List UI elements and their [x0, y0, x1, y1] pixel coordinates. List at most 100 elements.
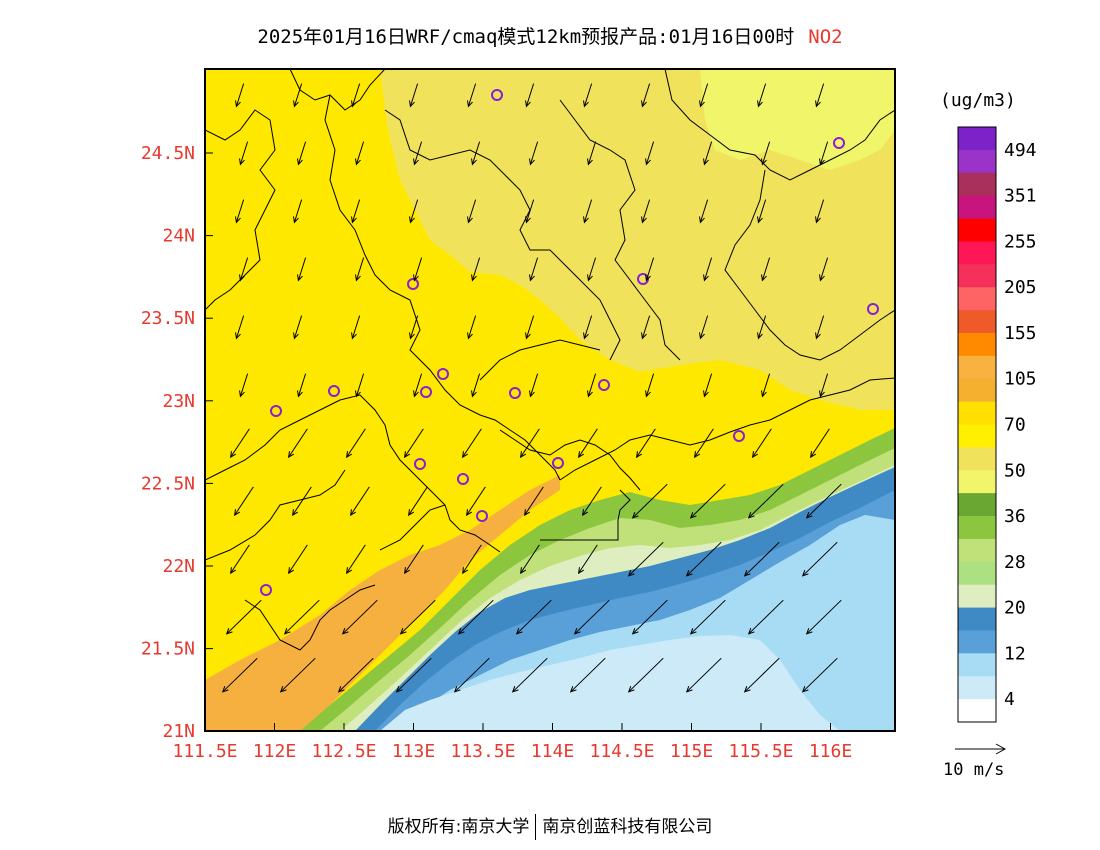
y-tick-label: 21.5N — [141, 639, 195, 660]
y-tick-label: 24N — [162, 226, 195, 247]
wind-arrow — [350, 486, 370, 517]
wind-arrow — [337, 657, 374, 693]
copyright-footer: 版权所有:南京大学 南京创蓝科技有限公司 — [0, 812, 1100, 840]
wind-arrow — [351, 83, 361, 108]
colorbar-swatch — [958, 561, 996, 586]
station-marker — [867, 303, 879, 315]
colorbar-swatch — [958, 493, 996, 517]
wind-arrow — [235, 83, 245, 108]
station-marker — [260, 584, 272, 596]
wind-arrow — [685, 657, 722, 693]
colorbar-swatch — [958, 378, 996, 403]
wind-vectors — [221, 83, 842, 693]
wind-arrow — [235, 199, 245, 224]
x-axis: 111.5E 112E 112.5E 113E 113.5E 114E 114.5E 115E… — [172, 723, 852, 762]
x-tick-label: 114E — [531, 741, 574, 762]
y-tick-label: 24.5N — [141, 143, 195, 164]
wind-arrow — [524, 486, 544, 517]
wind-arrow — [636, 428, 656, 459]
wind-arrow — [297, 373, 307, 398]
wind-arrow — [529, 141, 539, 166]
colorbar-label: 70 — [1004, 415, 1026, 436]
colorbar-swatch — [958, 241, 996, 265]
wind-arrow — [587, 373, 597, 398]
y-tick-label: 22N — [162, 556, 195, 577]
station-marker — [476, 510, 488, 522]
wind-arrow — [404, 544, 424, 575]
x-tick-label: 113E — [392, 741, 435, 762]
wind-arrow — [819, 373, 829, 398]
wind-arrow — [288, 428, 308, 459]
wind-arrow — [520, 544, 540, 575]
station-marker — [598, 379, 610, 391]
wind-arrow — [761, 257, 771, 282]
wind-arrow — [641, 315, 651, 340]
wind-arrow — [404, 428, 424, 459]
wind-arrow — [699, 315, 709, 340]
station-marker — [328, 385, 340, 397]
wind-arrow — [743, 657, 780, 693]
station-marker — [833, 137, 845, 149]
wind-arrow — [815, 199, 825, 224]
wind-arrow — [529, 257, 539, 282]
x-tick-label: 116E — [809, 741, 852, 762]
colorbar-swatch — [958, 470, 996, 494]
wind-arrow — [801, 657, 838, 693]
station-marker — [509, 387, 521, 399]
wind-arrow — [587, 257, 597, 282]
wind-arrow — [293, 315, 303, 340]
x-tick-label: 115E — [670, 741, 713, 762]
wind-arrow — [703, 373, 713, 398]
station-marker — [420, 386, 432, 398]
station-marker — [437, 368, 449, 380]
colorbar-swatch — [958, 607, 996, 631]
wind-arrow — [525, 315, 535, 340]
colorbar-swatch — [958, 127, 996, 151]
colorbar-label: 50 — [1004, 460, 1026, 481]
station-marker — [491, 89, 503, 101]
colorbar-label: 36 — [1004, 506, 1026, 527]
map-title: 2025年01月16日WRF/cmaq模式12km预报产品:01月16日00时 N… — [0, 22, 1100, 49]
wind-arrow — [471, 257, 481, 282]
wind-arrow — [351, 315, 361, 340]
wind-arrow — [297, 257, 307, 282]
wind-arrow — [631, 599, 668, 635]
wind-arrow — [413, 141, 423, 166]
colorbar-swatch — [958, 287, 996, 311]
wind-arrow — [525, 83, 535, 108]
wind-arrow — [511, 657, 548, 693]
wind-arrow — [529, 373, 539, 398]
wind-arrow — [761, 141, 771, 166]
wind-arrow — [631, 483, 668, 519]
colorbar-frame — [957, 126, 997, 723]
wind-arrow — [293, 199, 303, 224]
y-tick-label: 23N — [162, 391, 195, 412]
wind-arrow — [578, 428, 598, 459]
colorbar-swatch — [958, 516, 996, 540]
boundary-lines — [205, 69, 895, 651]
copyright-company: 南京创蓝科技有限公司 — [542, 817, 713, 837]
wind-arrow — [288, 544, 308, 575]
wind-arrow — [761, 373, 771, 398]
colorbar-swatch — [958, 424, 996, 448]
wind-arrow — [399, 599, 436, 635]
station-marker — [407, 278, 419, 290]
wind-arrow — [408, 486, 428, 517]
colorbar-swatch — [958, 676, 996, 700]
title-text: 2025年01月16日WRF/cmaq模式12km预报产品:01月16日00时 — [257, 26, 795, 48]
wind-arrow — [699, 83, 709, 108]
colorbar-swatch — [958, 264, 996, 288]
station-marker — [270, 405, 282, 417]
station-marker — [733, 430, 745, 442]
colorbar-label: 105 — [1004, 369, 1037, 390]
wind-arrow — [583, 199, 593, 224]
reference-wind-arrow — [955, 743, 1007, 755]
wind-arrow — [757, 315, 767, 340]
wind-arrow — [230, 428, 250, 459]
reference-wind-label: 10 m/s — [943, 760, 1005, 780]
colorbar-swatch — [958, 630, 996, 654]
wind-arrow — [752, 428, 772, 459]
wind-arrow — [395, 657, 432, 693]
colorbar-swatch — [958, 584, 996, 609]
